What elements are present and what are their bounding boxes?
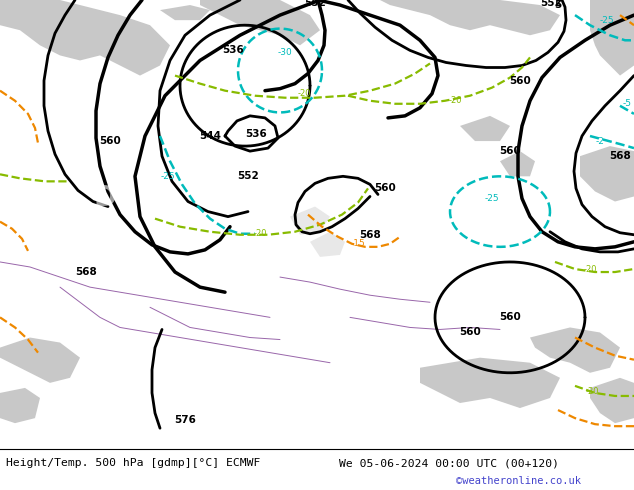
Text: D: D: [93, 184, 117, 213]
Text: 536: 536: [245, 129, 267, 139]
Polygon shape: [310, 232, 345, 257]
Text: 560: 560: [499, 312, 521, 322]
Text: -25: -25: [484, 194, 500, 203]
Polygon shape: [0, 0, 170, 75]
Text: -25: -25: [160, 172, 176, 181]
Text: 552: 552: [304, 0, 326, 8]
Text: 560: 560: [509, 75, 531, 86]
Text: 568: 568: [609, 151, 631, 161]
Text: -20: -20: [583, 265, 597, 273]
Polygon shape: [290, 207, 330, 235]
Text: 576: 576: [174, 415, 196, 425]
Text: -5: -5: [623, 99, 631, 108]
Text: 568: 568: [359, 230, 381, 240]
Text: 560: 560: [459, 327, 481, 338]
Text: 536: 536: [222, 46, 244, 55]
Text: -25: -25: [600, 16, 614, 24]
Text: -20: -20: [585, 388, 598, 396]
Text: 560: 560: [499, 146, 521, 156]
Polygon shape: [590, 378, 634, 423]
Polygon shape: [580, 146, 634, 201]
Polygon shape: [460, 116, 510, 141]
Polygon shape: [380, 0, 560, 35]
Polygon shape: [200, 0, 320, 46]
Polygon shape: [420, 358, 560, 408]
Text: -30: -30: [278, 48, 292, 57]
Text: -20: -20: [253, 229, 267, 238]
Text: 560: 560: [99, 136, 121, 146]
Text: 552: 552: [540, 0, 562, 8]
Text: -20: -20: [448, 96, 462, 105]
Polygon shape: [0, 388, 40, 423]
Polygon shape: [530, 327, 620, 373]
Text: -2: -2: [595, 137, 604, 146]
Text: ©weatheronline.co.uk: ©weatheronline.co.uk: [456, 476, 581, 486]
Text: 568: 568: [75, 267, 97, 277]
Text: 5: 5: [554, 0, 561, 10]
Text: -15: -15: [351, 239, 365, 248]
Text: Height/Temp. 500 hPa [gdmp][°C] ECMWF: Height/Temp. 500 hPa [gdmp][°C] ECMWF: [6, 458, 261, 468]
Polygon shape: [590, 0, 634, 75]
Text: -20: -20: [297, 89, 311, 98]
Polygon shape: [500, 151, 535, 176]
Text: 544: 544: [199, 131, 221, 141]
Text: 560: 560: [374, 183, 396, 194]
Polygon shape: [160, 5, 210, 20]
Polygon shape: [0, 338, 80, 383]
Text: 552: 552: [237, 172, 259, 181]
Text: We 05-06-2024 00:00 UTC (00+120): We 05-06-2024 00:00 UTC (00+120): [339, 458, 559, 468]
